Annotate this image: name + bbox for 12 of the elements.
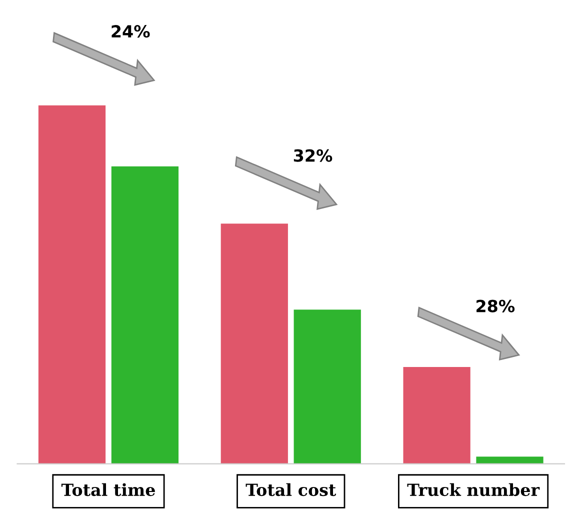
text: 24% [112,25,150,38]
bar [111,166,179,464]
bar [403,367,470,464]
bar [38,105,106,464]
bar [294,310,361,464]
x-tick-label: Total time [61,483,155,496]
bar [220,224,288,464]
bar [476,456,544,464]
annotation: 28% [476,300,515,312]
annotation: 32% [294,149,332,162]
x-tick-label: Total cost [246,483,336,496]
x-tick-label: Truck number [407,483,540,496]
